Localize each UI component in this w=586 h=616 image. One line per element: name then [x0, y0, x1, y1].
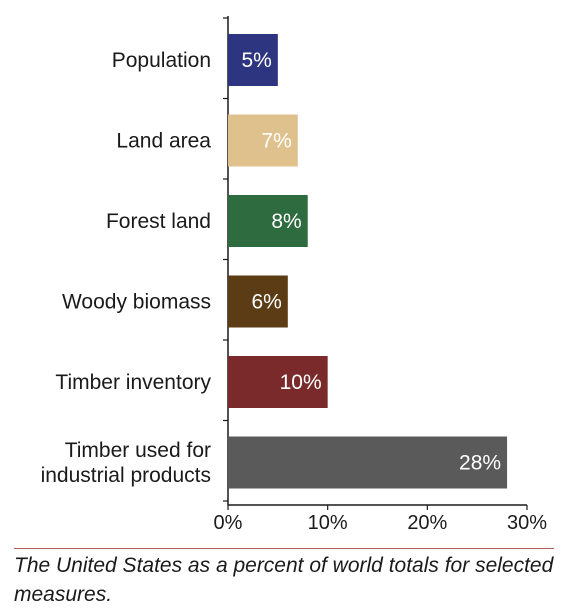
bar: [228, 275, 288, 328]
x-tick-label: 20%: [407, 512, 447, 534]
bar-chart: Population Land area Forest land Woody biom…: [41, 16, 547, 534]
category-label: industrial products: [41, 464, 211, 487]
bar-value-label: 7%: [261, 130, 291, 153]
x-tick-label: 30%: [507, 512, 547, 534]
bar-value-label: 8%: [271, 210, 301, 233]
bar-value-label: 5%: [241, 49, 271, 72]
category-label: Timber inventory: [55, 371, 211, 394]
bar: [228, 114, 298, 167]
category-label: Population: [112, 49, 211, 72]
bar-value-label: 28%: [459, 452, 501, 475]
bar: [228, 436, 508, 489]
bar-value-label: 10%: [280, 371, 322, 394]
bar: [228, 195, 308, 247]
bar-value-label: 6%: [251, 291, 281, 314]
category-label: Forest land: [106, 210, 211, 233]
x-tick-label: 0%: [214, 512, 243, 534]
figure-caption: The United States as a percent of world …: [14, 554, 554, 606]
category-label: Woody biomass: [62, 291, 211, 314]
bar: [228, 356, 328, 408]
bar: [228, 34, 278, 86]
category-label: Timber used for: [65, 439, 211, 462]
category-label: Land area: [116, 130, 211, 153]
x-tick-label: 10%: [308, 512, 348, 534]
caption-divider: [14, 548, 554, 549]
